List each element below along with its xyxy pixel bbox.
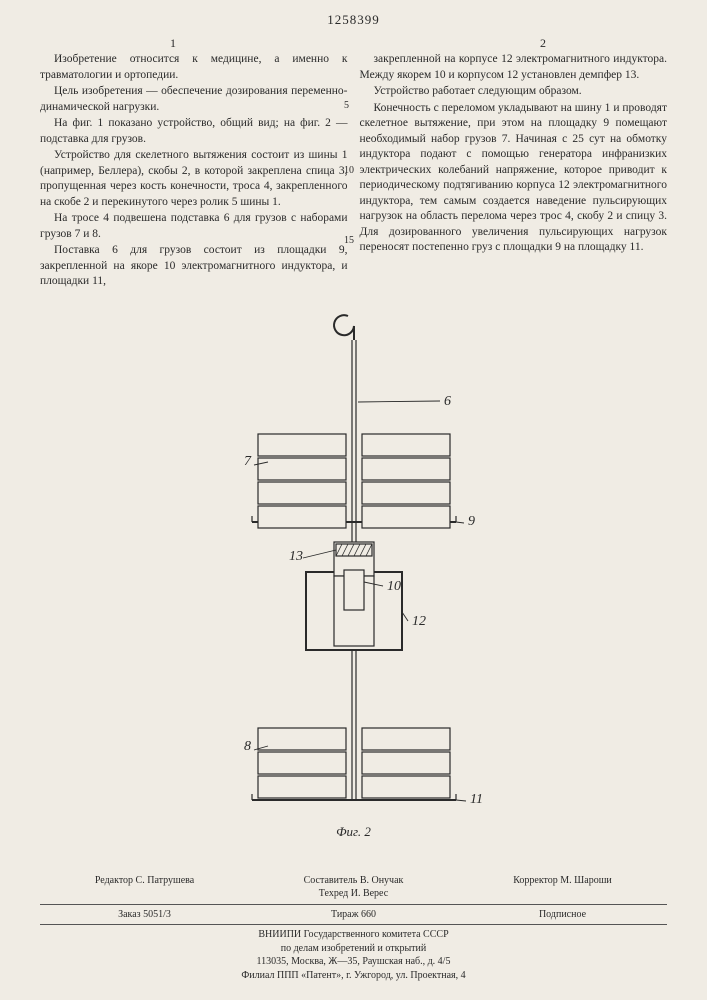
footer-org: ВНИИПИ Государственного комитета СССР по… [40,928,667,982]
column-right: закрепленной на корпусе 12 электромагнит… [360,52,668,291]
svg-text:10: 10 [387,579,401,594]
svg-text:9: 9 [468,514,475,529]
footer-sign: Подписное [458,908,667,922]
paragraph: Цель изобретения — обеспечение дозирован… [40,84,348,115]
footer-org4: Филиал ППП «Патент», г. Ужгород, ул. Про… [40,969,667,983]
paragraph: На тросе 4 подвешена подставка 6 для гру… [40,211,348,242]
figure-2-diagram: 6 7 8 9 10 11 12 13 [174,310,534,820]
footer-org3: 113035, Москва, Ж—35, Раушская наб., д. … [40,955,667,969]
svg-text:8: 8 [244,739,251,754]
paragraph: Изобретение относится к медицине, а имен… [40,52,348,83]
svg-text:13: 13 [289,549,303,564]
figure-area: 6 7 8 9 10 11 12 13 Фиг. 2 [0,310,707,860]
text-columns: Изобретение относится к медицине, а имен… [40,52,667,291]
svg-text:6: 6 [444,394,451,409]
paragraph: Устройство для скелетного вытяжения сост… [40,148,348,210]
footer: Редактор С. Патрушева Составитель В. Ону… [40,874,667,983]
column-number-right: 2 [540,36,546,51]
footer-editor: Редактор С. Патрушева [40,874,249,901]
page-number-top: 1258399 [327,12,380,28]
paragraph: На фиг. 1 показано устройство, общий вид… [40,116,348,147]
paragraph: Поставка 6 для грузов состоит из площадк… [40,243,348,290]
paragraph: закрепленной на корпусе 12 электромагнит… [360,52,668,83]
column-left: Изобретение относится к медицине, а имен… [40,52,348,291]
svg-text:7: 7 [244,454,252,469]
footer-corrector: Корректор М. Шароши [458,874,667,901]
footer-row-order: Заказ 5051/3 Тираж 660 Подписное [40,908,667,926]
footer-tirage: Тираж 660 [249,908,458,922]
footer-compiler: Составитель В. Онучак [249,874,458,888]
footer-org2: по делам изобретений и открытий [40,942,667,956]
column-number-left: 1 [170,36,176,51]
footer-org1: ВНИИПИ Государственного комитета СССР [40,928,667,942]
footer-tech: Техред И. Верес [249,887,458,901]
paragraph: Конечность с переломом укладывают на шин… [360,101,668,256]
footer-order: Заказ 5051/3 [40,908,249,922]
footer-row-credits: Редактор С. Патрушева Составитель В. Ону… [40,874,667,905]
svg-text:12: 12 [412,614,426,629]
svg-text:11: 11 [470,792,483,807]
figure-caption: Фиг. 2 [0,824,707,840]
footer-compiler-tech: Составитель В. Онучак Техред И. Верес [249,874,458,901]
paragraph: Устройство работает следующим образом. [360,84,668,100]
